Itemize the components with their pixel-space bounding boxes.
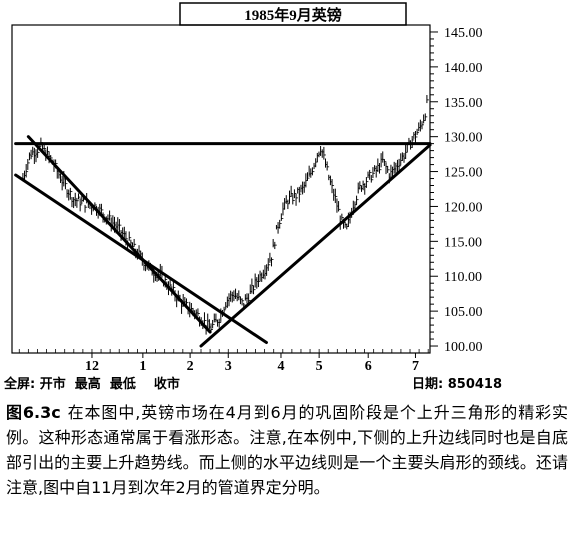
- x-tick-label: 2: [187, 359, 194, 374]
- x-tick-label: 6: [365, 359, 372, 374]
- figure-label: 图6.3c: [6, 403, 61, 422]
- y-tick-label: 145.00: [444, 26, 483, 41]
- caption-text: 在本图中,英镑市场在4月到6月的巩固阶段是个上升三角形的精彩实例。这种形态通常属…: [6, 403, 568, 497]
- price-chart: 1985年9月英镑 100.00 105.00 110.00 115.00 120.00…: [3, 2, 502, 392]
- chart-area: 1985年9月英镑 100.00 105.00 110.00 115.00 120.00…: [3, 2, 502, 392]
- plot-frame: [11, 24, 431, 354]
- x-tick-label: 1: [139, 359, 146, 374]
- channel-upper-line: [26, 135, 212, 334]
- figure-caption: 图6.3c 在本图中,英镑市场在4月到6月的巩固阶段是个上升三角形的精彩实例。这种…: [6, 400, 568, 500]
- trend-lines: [14, 135, 432, 348]
- x-tick-label: 7: [412, 359, 419, 374]
- y-tick-label: 115.00: [444, 235, 482, 250]
- x-tick-label: 4: [277, 359, 284, 374]
- chart-title: 1985年9月英镑: [244, 6, 342, 24]
- y-tick-label: 135.00: [444, 96, 483, 111]
- y-tick-label: 120.00: [444, 200, 483, 215]
- x-tick-label: 12: [85, 359, 99, 374]
- y-tick-label: 105.00: [444, 305, 483, 320]
- x-axis: 12 1 2 3 4 5 6 7: [18, 349, 429, 374]
- y-axis: 100.00 105.00 110.00 115.00 120.00 125.00 130.…: [430, 26, 483, 355]
- y-tick-label: 100.00: [444, 340, 483, 355]
- y-tick-label: 140.00: [444, 61, 483, 76]
- channel-lower-line: [14, 173, 268, 345]
- footer-right: 日期: 850418: [412, 377, 502, 392]
- price-bars: [22, 95, 429, 335]
- y-tick-label: 125.00: [444, 166, 483, 181]
- footer-left: 全屏: 开市 最高 最低 收市: [3, 376, 180, 392]
- x-tick-label: 3: [225, 359, 232, 374]
- y-tick-label: 130.00: [444, 131, 483, 146]
- y-tick-label: 110.00: [444, 270, 482, 285]
- x-tick-label: 5: [316, 359, 323, 374]
- triangle-lower-trendline-line: [199, 143, 432, 348]
